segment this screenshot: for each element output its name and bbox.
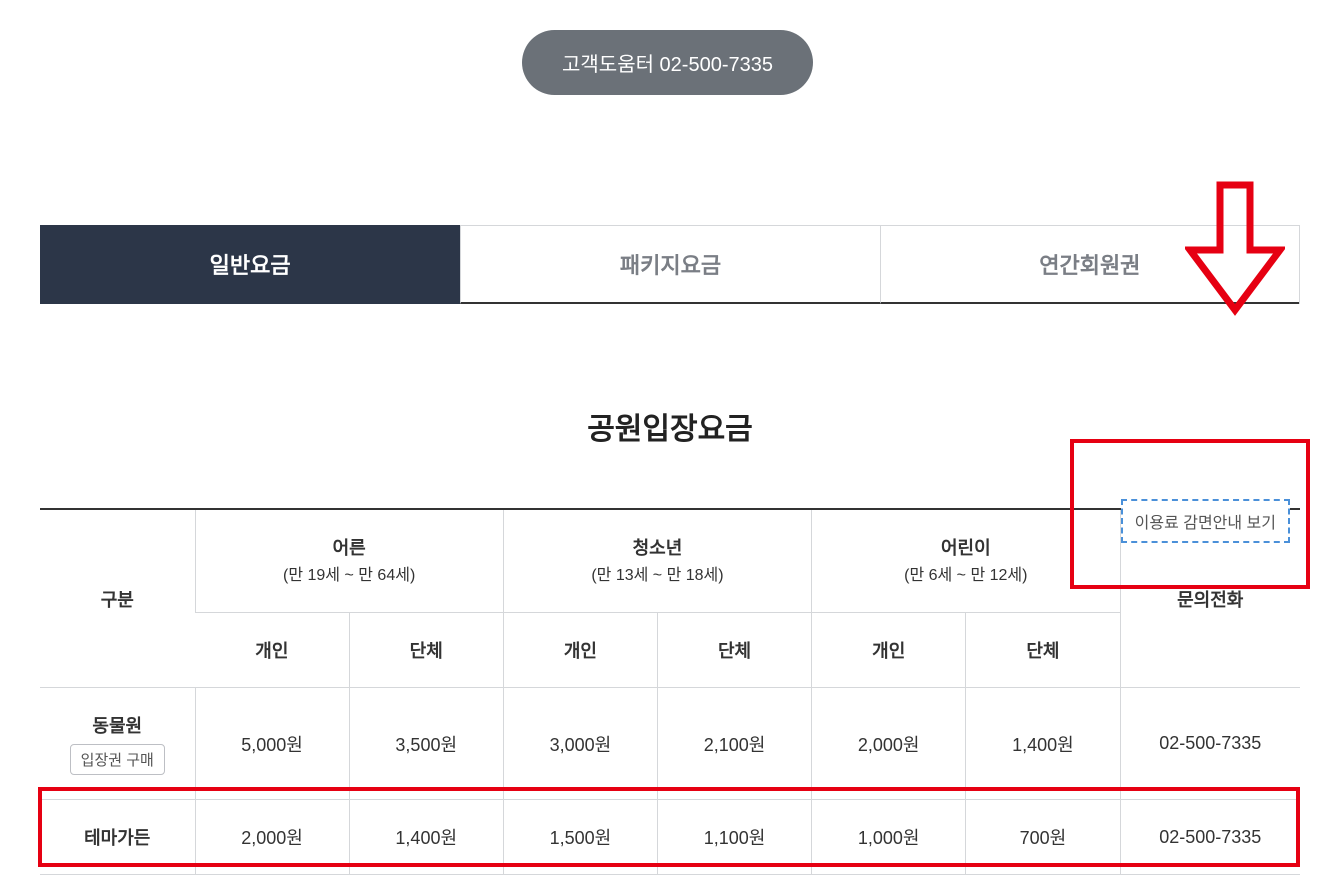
tab-package[interactable]: 패키지요금: [460, 225, 879, 304]
col-youth-individual: 개인: [503, 613, 657, 688]
col-adult: 어른 (만 19세 ~ 만 64세): [195, 509, 503, 613]
cell-zoo-child-ind: 2,000원: [812, 688, 966, 800]
cell-zoo-adult-ind: 5,000원: [195, 688, 349, 800]
section-title: 공원입장요금: [40, 404, 1300, 448]
cell-zoo-adult-grp: 3,500원: [349, 688, 503, 800]
tab-general[interactable]: 일반요금: [40, 225, 460, 304]
help-center-pill: 고객도움터 02-500-7335: [522, 30, 813, 95]
cell-theme-youth-grp: 1,100원: [657, 800, 811, 875]
cell-theme-contact: 02-500-7335: [1120, 800, 1300, 875]
col-youth-label: 청소년: [633, 538, 683, 558]
table-row-theme-garden: 테마가든 2,000원 1,400원 1,500원 1,100원 1,000원 …: [40, 800, 1300, 875]
discount-info-button[interactable]: 이용료 감면안내 보기: [1121, 499, 1290, 543]
col-adult-group: 단체: [349, 613, 503, 688]
table-row-zoo: 동물원 입장권 구매 5,000원 3,500원 3,000원 2,100원 2…: [40, 688, 1300, 800]
col-child-label: 어린이: [941, 538, 991, 558]
col-adult-individual: 개인: [195, 613, 349, 688]
row-zoo-label: 동물원: [48, 712, 187, 738]
col-child-group: 단체: [966, 613, 1120, 688]
cell-zoo-youth-grp: 2,100원: [657, 688, 811, 800]
cell-theme-youth-ind: 1,500원: [503, 800, 657, 875]
cell-theme-child-ind: 1,000원: [812, 800, 966, 875]
col-youth: 청소년 (만 13세 ~ 만 18세): [503, 509, 811, 613]
col-adult-sub: (만 19세 ~ 만 64세): [204, 563, 495, 589]
col-child: 어린이 (만 6세 ~ 만 12세): [812, 509, 1120, 613]
pricing-tabs: 일반요금 패키지요금 연간회원권: [40, 225, 1300, 304]
col-youth-group: 단체: [657, 613, 811, 688]
cell-theme-adult-ind: 2,000원: [195, 800, 349, 875]
col-youth-sub: (만 13세 ~ 만 18세): [512, 563, 803, 589]
col-child-sub: (만 6세 ~ 만 12세): [820, 563, 1111, 589]
cell-zoo-child-grp: 1,400원: [966, 688, 1120, 800]
col-category: 구분: [40, 509, 195, 688]
cell-theme-child-grp: 700원: [966, 800, 1120, 875]
row-theme-label: 테마가든: [40, 800, 195, 875]
price-table: 구분 어른 (만 19세 ~ 만 64세) 청소년 (만 13세 ~ 만 18세…: [40, 508, 1300, 875]
col-adult-label: 어른: [333, 538, 366, 558]
cell-theme-adult-grp: 1,400원: [349, 800, 503, 875]
cell-zoo-youth-ind: 3,000원: [503, 688, 657, 800]
cell-zoo-contact: 02-500-7335: [1120, 688, 1300, 800]
tab-annual[interactable]: 연간회원권: [880, 225, 1299, 304]
col-child-individual: 개인: [812, 613, 966, 688]
buy-ticket-button[interactable]: 입장권 구매: [70, 744, 165, 775]
